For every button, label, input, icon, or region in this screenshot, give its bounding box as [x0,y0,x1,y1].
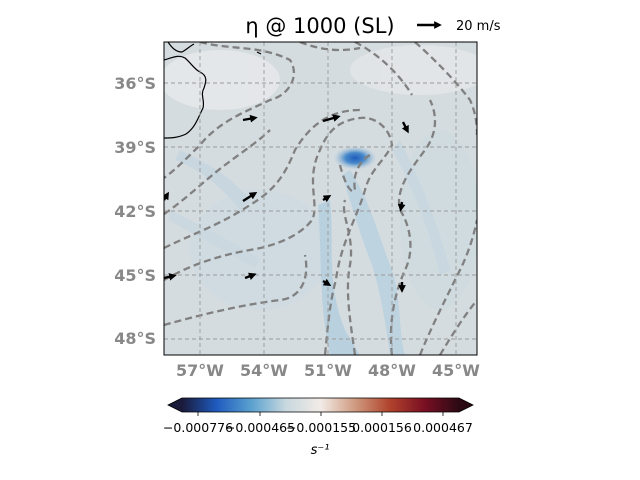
gridlines [164,42,477,355]
colorbar-extend-min [168,398,182,412]
wind-vectors [164,114,409,293]
lon-label: 51°W [304,361,352,380]
colorbar-tick-label: −0.000155 [286,420,356,435]
colorbar-outline [167,397,474,413]
colorbar-extend-max [459,398,473,412]
lon-label: 45°W [432,361,480,380]
quiver-key-label: 20 m/s [456,19,501,34]
lat-label: 48°S [114,329,156,348]
quiver-key: 20 m/s [417,19,501,34]
wind-vector [242,191,258,203]
wind-vector [397,201,406,212]
map-frame [163,41,478,356]
lon-label: 48°W [368,361,416,380]
coastline [164,42,262,139]
lat-label: 42°S [114,202,156,221]
lat-label: 36°S [114,74,156,93]
lon-label: 54°W [240,361,288,380]
colorbar-tick-label: −0.000776 [163,420,233,435]
wind-vector [244,272,257,280]
wind-vector [164,273,177,281]
lat-label: 39°S [114,138,156,157]
colorbar-tick-marks [197,412,444,416]
colorbar-tick-label: −0.000465 [225,420,295,435]
colorbar-tick-label: 0.000156 [352,420,412,435]
lat-labels: 36°S 39°S 42°S 45°S 48°S [114,74,156,348]
vorticity-minimum [333,146,377,170]
wind-vector [322,114,341,123]
lon-label: 57°W [176,361,224,380]
colorbar-tick-label: 0.000467 [413,420,473,435]
plot-title: η @ 1000 (SL) [245,14,394,38]
wind-vector [322,195,332,203]
lat-label: 45°S [114,266,156,285]
colorbar: −0.000776 −0.000465 −0.000155 0.000156 0… [163,397,474,458]
lon-labels: 57°W 54°W 51°W 48°W 45°W [176,361,480,380]
wind-vector [401,121,409,134]
colorbar-unit-label: s⁻¹ [311,443,330,458]
wind-vector [322,278,332,286]
wind-vector [242,114,258,123]
map-panel [164,42,477,355]
colorbar-body [182,398,459,412]
